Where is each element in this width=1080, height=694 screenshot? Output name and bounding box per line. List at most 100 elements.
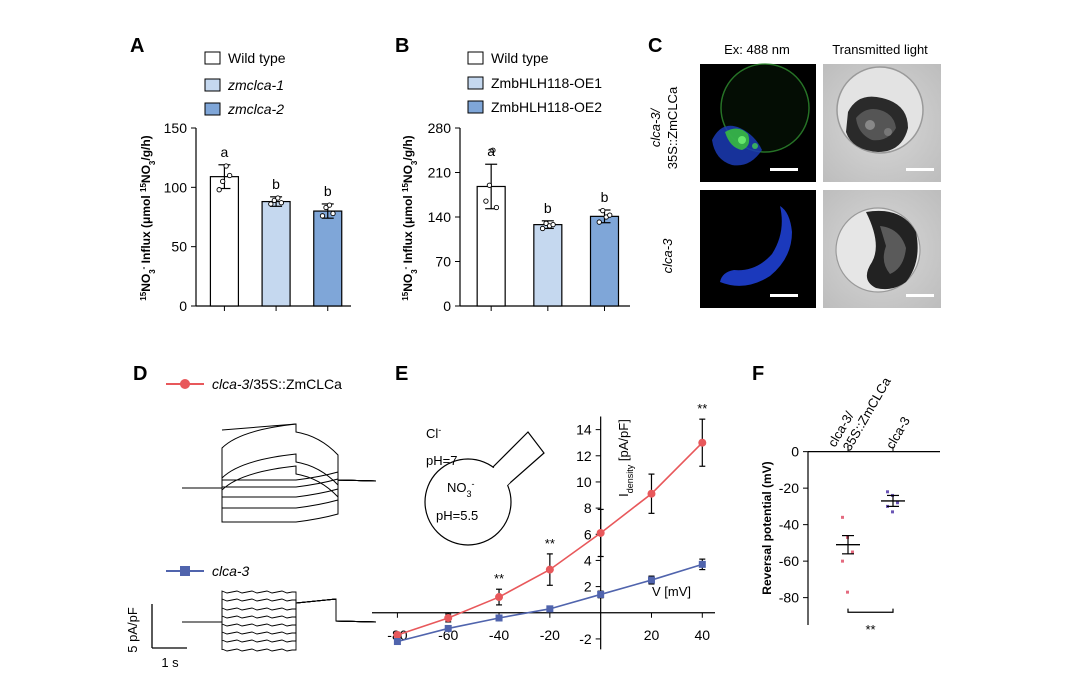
current-trace-mutant-8 [182, 598, 377, 652]
significance-star: ** [545, 536, 555, 551]
data-point-complemented [596, 528, 605, 537]
bar-2 [533, 224, 563, 307]
micrograph-fluorescence-complemented [700, 63, 816, 182]
y-tick-label: 8 [584, 500, 592, 516]
y-tick-label: 6 [584, 526, 592, 542]
y-tick-label: 0 [179, 298, 187, 314]
row-label-mutant: clca-3 [660, 238, 675, 273]
y-tick-label: 140 [428, 209, 452, 225]
y-tick-label: 150 [164, 120, 188, 136]
legend-marker-mutant [180, 566, 190, 576]
current-trace-mutant-1 [182, 590, 377, 623]
data-point [483, 198, 489, 204]
data-point [607, 212, 613, 218]
panel-a: A Wild type zmclca-1 zmclca-2 0 50 100 150 a… [130, 35, 351, 314]
x-tick-label: -20 [540, 627, 560, 643]
data-point-complemented [647, 489, 656, 498]
legend-swatch-zmclca-2 [204, 102, 221, 116]
row-label-complemented-line1: clca-3/ [648, 107, 663, 147]
cl-label: Cl- [426, 425, 441, 441]
data-point [841, 515, 844, 519]
current-trace-top [221, 423, 297, 431]
no3-label: NO3- [447, 479, 475, 499]
legend-marker-complemented [180, 379, 190, 389]
current-trace-complemented-3 [182, 465, 377, 499]
x-tick-label: -40 [489, 627, 509, 643]
significance-bracket [847, 608, 894, 613]
data-point-complemented [495, 593, 504, 602]
y-tick-label: 2 [584, 579, 592, 595]
y-tick-label: -80 [779, 590, 799, 606]
current-trace-mutant-2 [182, 598, 377, 623]
panel-letter-c: C [648, 35, 662, 57]
y-tick-label: 14 [576, 422, 592, 438]
panel-letter-b: B [395, 35, 409, 57]
data-point [596, 219, 602, 225]
column-title-fluorescence: Ex: 488 nm [724, 42, 790, 57]
y-tick-label: 50 [171, 239, 187, 255]
data-point [486, 182, 493, 188]
current-trace-complemented-5 [182, 478, 377, 489]
reversal-potential-chart: 0 -20 -40 -60 -80 ** [779, 444, 940, 637]
data-point-mutant [698, 560, 706, 568]
y-tick-label: 0 [791, 444, 799, 460]
scale-bar [770, 294, 798, 297]
y-axis-label-a: 15NO3- Influx (μmol 15NO3/g/h) [139, 135, 157, 300]
data-point [539, 225, 546, 232]
significance-letter: b [324, 183, 332, 199]
data-point [543, 220, 549, 227]
bar-chart-a: 0 50 100 150 a b b [164, 120, 351, 314]
data-point-mutant [647, 576, 655, 584]
column-label-mutant: clca-3 [883, 414, 913, 452]
significance-letter: a [487, 143, 495, 159]
legend-swatch-oe2 [467, 100, 484, 114]
bar-3 [589, 215, 620, 307]
y-tick-label: -40 [779, 517, 799, 533]
current-trace-mutant-7 [182, 598, 377, 643]
legend-a: Wild type zmclca-1 zmclca-2 [204, 50, 286, 117]
panel-b: B Wild type ZmbHLH118-OE1 ZmbHLH118-OE2 … [395, 35, 630, 314]
panel-letter-f: F [752, 363, 764, 385]
significance-star: ** [494, 571, 504, 586]
micrograph-transmitted-complemented [823, 64, 941, 182]
ph-outside: pH=7 [426, 453, 457, 468]
data-point [319, 213, 326, 219]
data-point [886, 490, 889, 494]
y-tick-label: 4 [584, 552, 592, 568]
ph-inside: pH=5.5 [436, 508, 478, 523]
legend-label-mutant: clca-3 [212, 563, 250, 579]
legend-label-complemented: clca-3/35S::ZmCLCa [212, 376, 342, 392]
y-tick-label: 210 [428, 165, 452, 181]
data-point-complemented [545, 565, 554, 574]
column-title-transmitted: Transmitted light [832, 42, 928, 57]
current-trace-complemented-7 [182, 479, 377, 509]
panel-e: E Cl- pH=7 NO3- pH=5.5 -80-60-40-202040-… [372, 363, 715, 650]
data-point-mutant [546, 605, 554, 613]
current-trace-mutant-3 [182, 598, 377, 623]
significance-letter: b [601, 189, 609, 205]
legend-b: Wild type ZmbHLH118-OE1 ZmbHLH118-OE2 [467, 50, 602, 115]
y-tick-label: 100 [164, 179, 188, 195]
legend-label-zmclca-1: zmclca-1 [227, 77, 284, 93]
significance-letter: a [221, 144, 229, 160]
micrograph-fluorescence-mutant [700, 190, 816, 308]
patch-clamp-diagram: Cl- pH=7 NO3- pH=5.5 [424, 425, 545, 546]
row-label-complemented-line2: 35S::ZmCLCa [665, 86, 680, 169]
legend-label-oe2: ZmbHLH118-OE2 [491, 99, 602, 115]
legend-swatch-wild-type [204, 51, 221, 65]
y-tick-label: 280 [428, 120, 452, 136]
legend-swatch-wild-type-b [467, 51, 484, 65]
data-point [330, 210, 336, 217]
data-point [841, 559, 844, 563]
scale-bar [906, 294, 934, 297]
y-tick-label: -20 [779, 480, 799, 496]
y-tick-label: -60 [779, 553, 799, 569]
scale-label-time: 1 s [161, 655, 179, 670]
data-point-complemented [698, 438, 707, 447]
data-point-complemented [393, 630, 402, 639]
y-tick-label: -2 [579, 631, 592, 647]
data-point [227, 172, 233, 179]
legend-label-wild-type: Wild type [228, 50, 286, 66]
bar-2 [261, 200, 291, 307]
